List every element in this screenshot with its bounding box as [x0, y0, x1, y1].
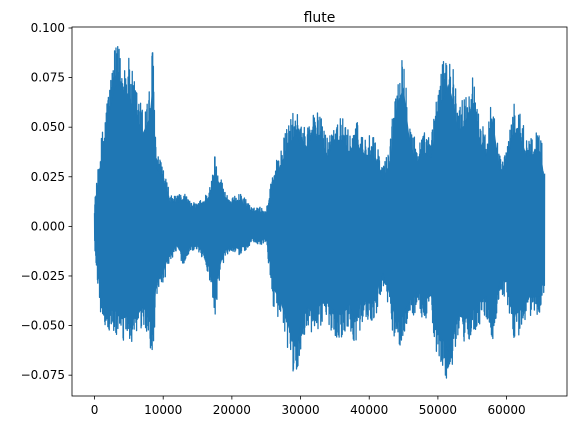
waveform-density-fill	[94, 80, 545, 352]
x-tick-label: 40000	[350, 403, 388, 417]
y-tick-label: 0.075	[31, 71, 65, 85]
x-tick-label: 30000	[281, 403, 319, 417]
y-tick-label: 0.000	[31, 219, 65, 233]
y-tick-label: −0.025	[21, 269, 65, 283]
series-layer	[93, 46, 546, 379]
axes-layer: 0 10000 20000 30000 40000 50000 60000 −0.075 −0.…	[21, 21, 568, 417]
axes-frame	[71, 26, 568, 397]
y-tick-label: 0.050	[31, 120, 65, 134]
x-tick-label: 10000	[144, 403, 182, 417]
y-tick-label: 0.025	[31, 170, 65, 184]
y-tick-label: −0.050	[21, 319, 65, 333]
x-tick-label: 0	[91, 403, 99, 417]
x-tick-label: 50000	[419, 403, 457, 417]
y-tick-label: 0.100	[31, 21, 65, 35]
x-tick-label: 20000	[213, 403, 251, 417]
y-tick-label: −0.075	[21, 368, 65, 382]
x-tick-label: 60000	[487, 403, 525, 417]
chart-title: flute	[304, 10, 336, 26]
